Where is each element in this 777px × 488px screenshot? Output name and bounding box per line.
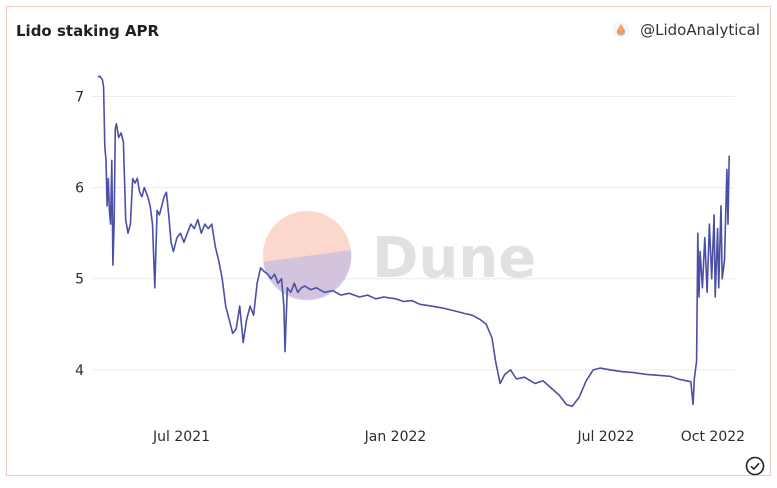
x-tick-label: Jul 2021 [152, 429, 210, 445]
chart-card: Lido staking APR @LidoAnalytical [6, 6, 771, 476]
y-axis-ticks: 4 5 6 7 [75, 89, 84, 378]
dune-logo-shade [263, 250, 352, 301]
y-tick-label: 4 [75, 363, 84, 379]
x-tick-label: Jul 2022 [576, 429, 634, 445]
chart-title: Lido staking APR [16, 22, 160, 40]
y-tick-label: 7 [75, 89, 84, 105]
author-name: @LidoAnalytical [640, 21, 760, 39]
x-axis-ticks: Jul 2021 Jan 2022 Jul 2022 Oct 2022 [152, 429, 745, 445]
watermark-text: Dune [372, 226, 536, 291]
y-tick-label: 5 [75, 272, 84, 288]
lido-drop-icon [612, 21, 630, 39]
y-tick-label: 6 [75, 181, 84, 197]
check-circle-icon[interactable] [745, 456, 765, 476]
x-tick-label: Oct 2022 [681, 429, 745, 445]
x-tick-label: Jan 2022 [364, 429, 427, 445]
gridlines [92, 95, 735, 371]
author-link[interactable]: @LidoAnalytical [612, 21, 760, 39]
watermark: Dune [263, 211, 536, 301]
series-line [97, 75, 730, 408]
